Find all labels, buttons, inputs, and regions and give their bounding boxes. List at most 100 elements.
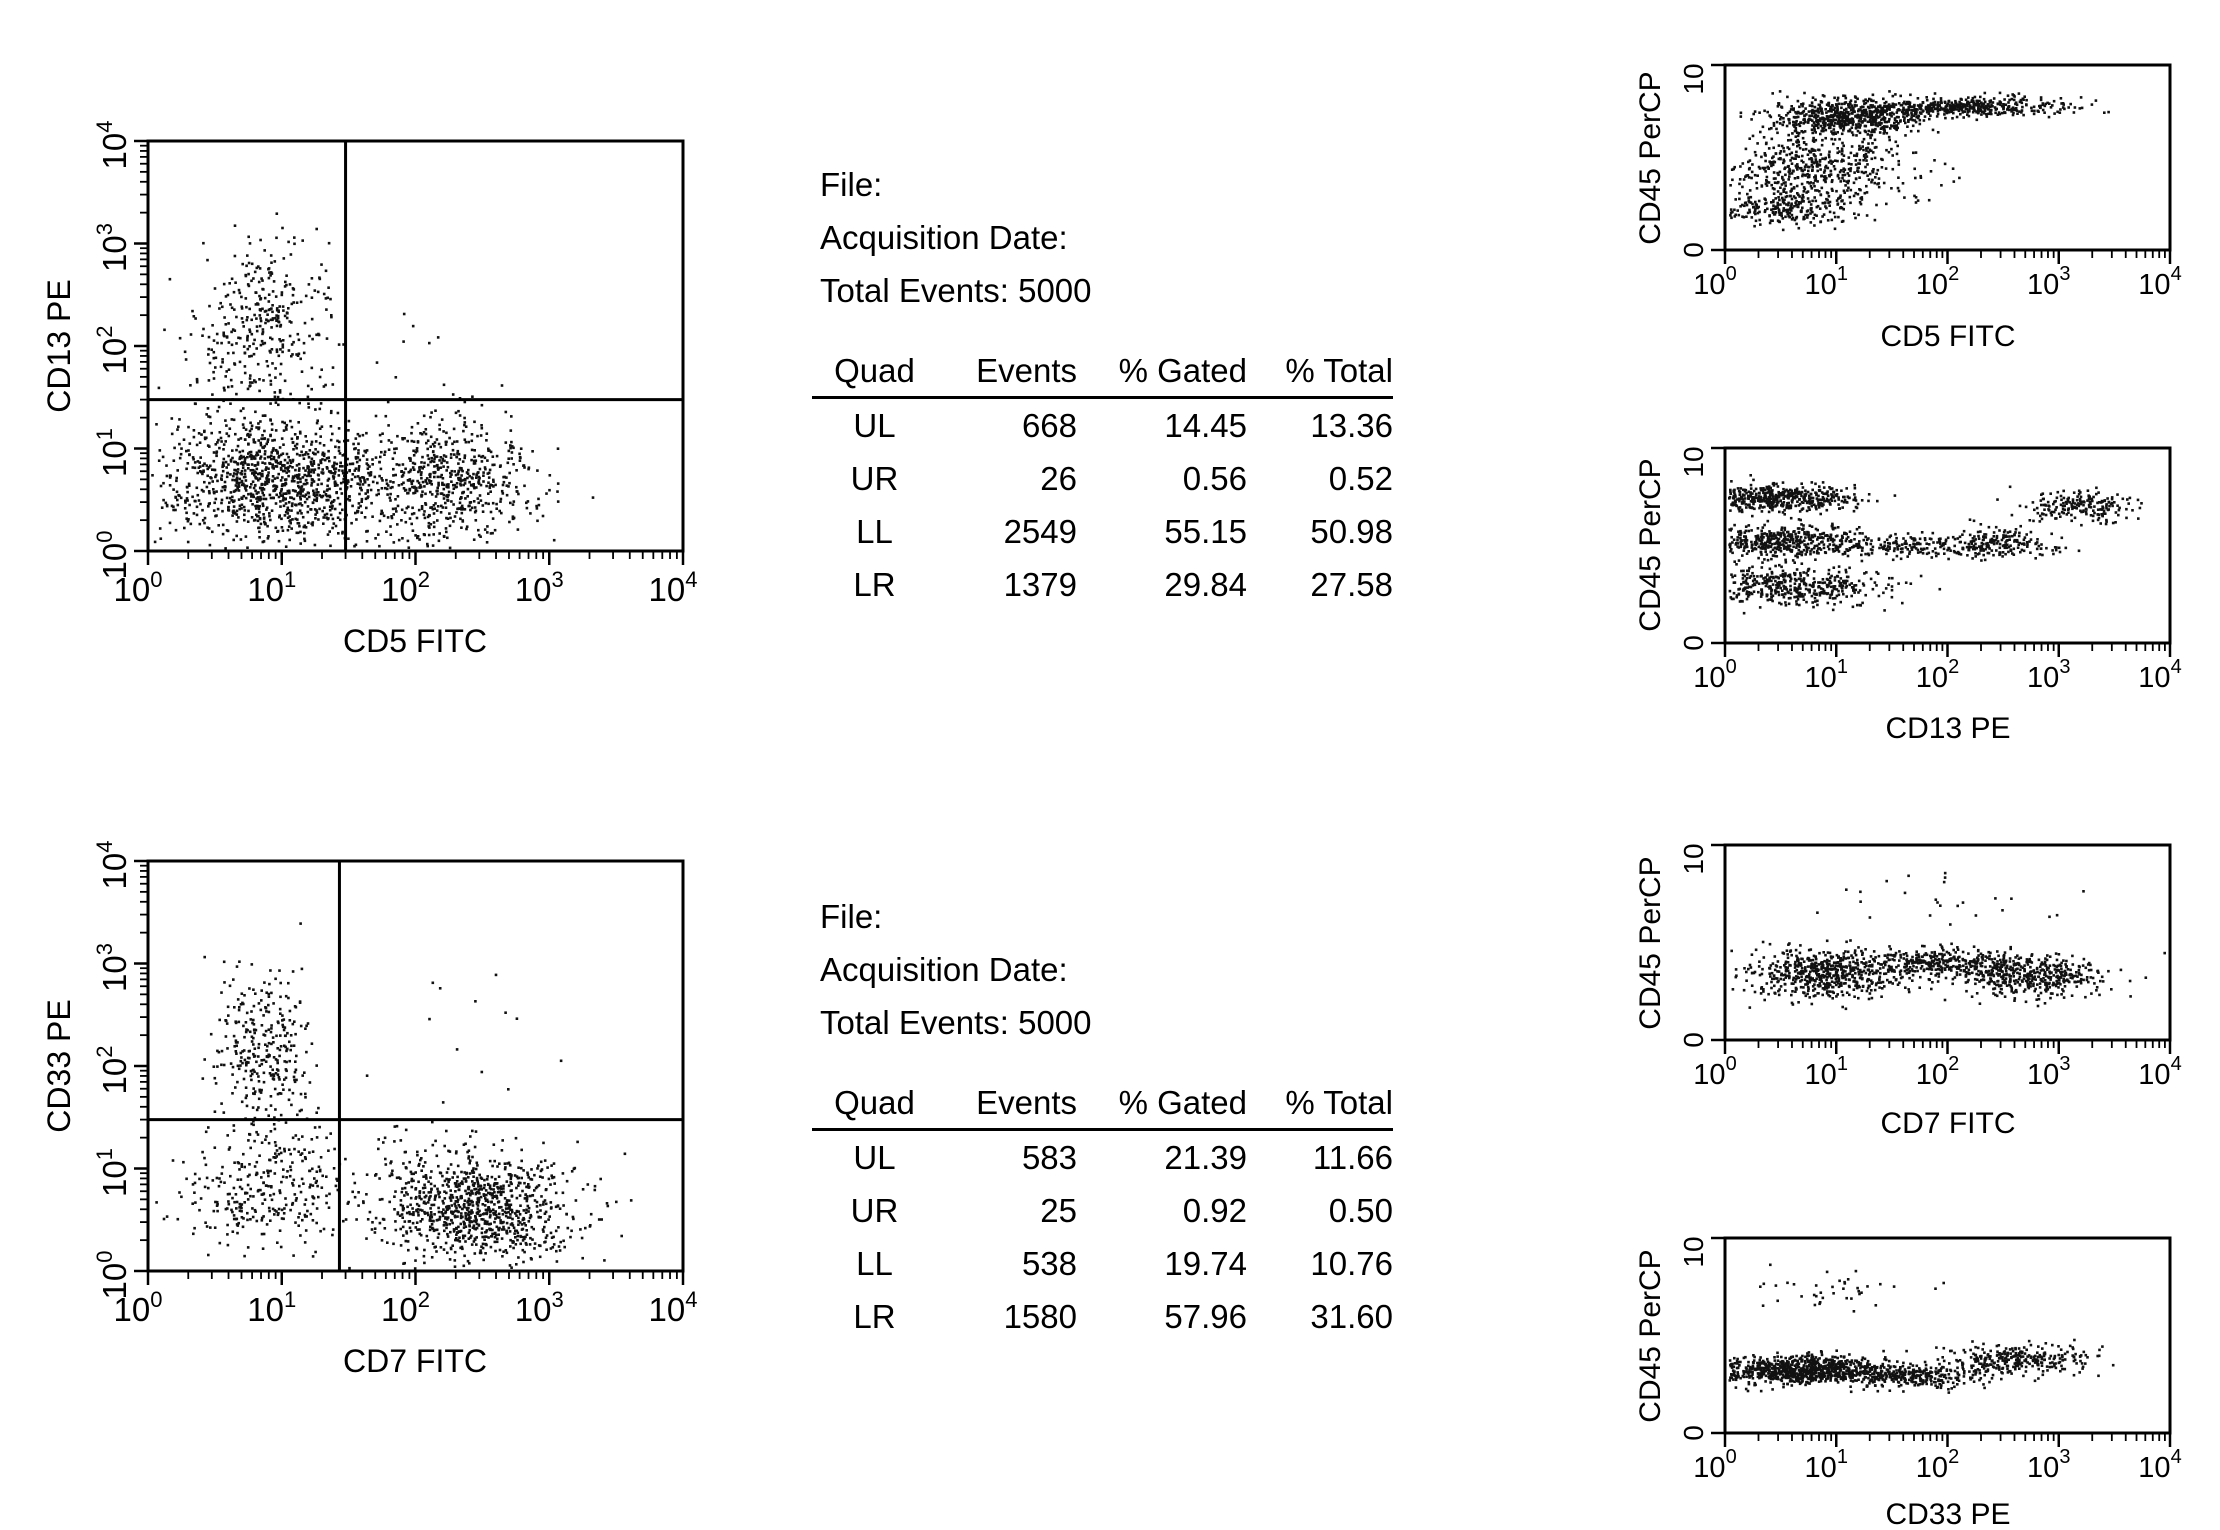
data-point [1793, 125, 1796, 128]
data-point [292, 288, 296, 291]
data-point [439, 1246, 443, 1249]
data-point [487, 492, 490, 495]
data-point [485, 1222, 489, 1226]
data-point [280, 1180, 283, 1184]
data-point [271, 317, 275, 320]
data-point [311, 1202, 315, 1206]
data-point [261, 287, 264, 291]
data-point [502, 1187, 505, 1190]
data-point [301, 1218, 304, 1222]
data-point [224, 323, 228, 326]
column-header: % Gated [1087, 1082, 1247, 1131]
data-point [262, 493, 266, 497]
y-tick-label: 104 [92, 121, 133, 170]
data-point [477, 533, 481, 537]
data-point [365, 1173, 369, 1176]
data-point [467, 1197, 471, 1201]
data-point [302, 482, 306, 486]
data-point [264, 1138, 267, 1141]
data-point [463, 400, 467, 404]
data-point [406, 1193, 409, 1196]
data-point [287, 455, 290, 459]
data-point [243, 416, 246, 420]
table-cell: LL [856, 1244, 893, 1282]
data-point [353, 469, 357, 472]
data-point [1834, 159, 1837, 162]
data-point [279, 491, 282, 495]
data-point [1864, 115, 1867, 118]
data-point [249, 1074, 253, 1078]
data-point [467, 1237, 471, 1240]
data-point [231, 1210, 234, 1214]
data-point [219, 365, 223, 369]
data-point [412, 449, 415, 453]
data-point [293, 242, 296, 246]
data-point [366, 489, 369, 492]
data-point [276, 529, 280, 533]
data-point [273, 1213, 276, 1216]
data-point [1796, 110, 1800, 114]
data-point [473, 1252, 477, 1255]
data-point [1821, 94, 1825, 97]
data-point [1843, 108, 1846, 112]
data-point [303, 321, 307, 325]
data-point [489, 510, 493, 514]
data-point [570, 1229, 573, 1233]
data-point [1859, 188, 1862, 192]
data-point [288, 283, 292, 286]
data-point [1851, 133, 1855, 137]
data-point [229, 1062, 233, 1065]
data-point [1765, 175, 1769, 179]
data-point [1871, 128, 1874, 132]
data-point [362, 476, 366, 480]
data-point [333, 467, 336, 471]
data-point [537, 1184, 541, 1187]
data-point [255, 1072, 259, 1075]
data-point [417, 1180, 420, 1184]
data-point [216, 1203, 219, 1206]
data-point [390, 441, 393, 444]
data-point [562, 1204, 565, 1207]
data-point [470, 506, 474, 510]
data-point [1788, 169, 1792, 172]
data-point [1869, 104, 1872, 107]
data-point [1842, 94, 1845, 97]
data-point [227, 1148, 231, 1151]
data-point [390, 515, 393, 518]
data-point [484, 467, 487, 471]
data-point [1827, 161, 1831, 164]
x-axis-label: CD5 FITC [343, 623, 487, 659]
data-point [402, 487, 406, 490]
data-point [502, 1250, 505, 1253]
data-point [1917, 129, 1920, 133]
data-point [380, 450, 383, 454]
data-point [530, 1225, 534, 1229]
data-point [445, 516, 448, 520]
data-point [299, 530, 302, 534]
data-point [423, 1261, 426, 1265]
data-point [286, 516, 290, 519]
data-point [194, 1201, 197, 1204]
data-point [495, 1213, 498, 1217]
data-point [220, 474, 224, 477]
data-point [310, 1138, 314, 1141]
data-point [252, 495, 255, 499]
data-point [1869, 136, 1872, 140]
data-point [318, 507, 321, 511]
data-point [223, 485, 226, 488]
data-point [542, 1203, 545, 1206]
data-point [246, 1246, 250, 1249]
data-point [207, 379, 211, 382]
data-point [289, 461, 293, 464]
data-point [314, 448, 317, 451]
data-point [1877, 185, 1881, 189]
data-point [257, 1075, 260, 1078]
data-point [324, 269, 328, 273]
data-point [257, 280, 261, 284]
data-point [1883, 120, 1887, 124]
data-point [293, 1070, 297, 1074]
data-point [454, 1200, 458, 1203]
data-point [549, 1201, 553, 1204]
data-point [301, 1159, 304, 1163]
data-point [186, 519, 190, 523]
